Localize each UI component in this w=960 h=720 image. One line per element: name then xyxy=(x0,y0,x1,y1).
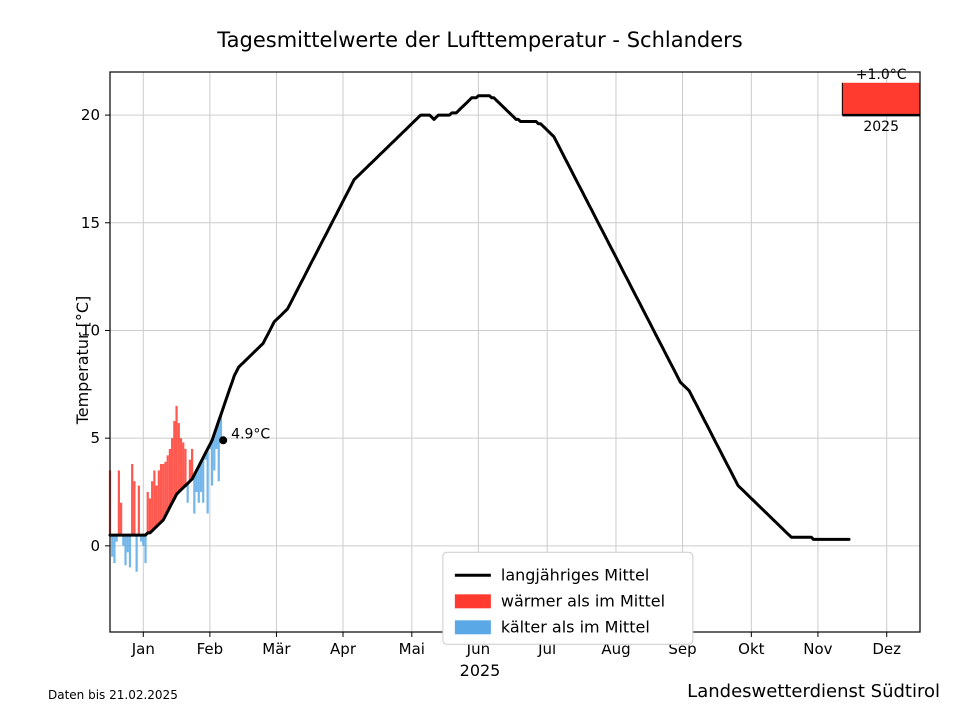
svg-text:20: 20 xyxy=(81,106,100,124)
svg-text:wärmer als im Mittel: wärmer als im Mittel xyxy=(501,591,665,610)
svg-text:15: 15 xyxy=(81,214,100,232)
svg-text:0: 0 xyxy=(90,537,100,555)
svg-text:Okt: Okt xyxy=(738,640,764,658)
svg-text:Mär: Mär xyxy=(262,640,291,658)
svg-text:kälter als im Mittel: kälter als im Mittel xyxy=(501,617,650,636)
chart-title: Tagesmittelwerte der Lufttemperatur - Sc… xyxy=(0,28,960,52)
chart-svg: 4.9°C+1.0°C202505101520JanFebMärAprMaiJu… xyxy=(0,0,960,720)
footer-data-date: Daten bis 21.02.2025 xyxy=(48,688,178,702)
svg-text:Feb: Feb xyxy=(197,640,224,658)
x-axis-label: 2025 xyxy=(0,661,960,680)
svg-text:Jan: Jan xyxy=(131,640,155,658)
svg-text:langjähriges Mittel: langjähriges Mittel xyxy=(501,565,649,584)
svg-text:2025: 2025 xyxy=(863,119,899,135)
svg-text:Dez: Dez xyxy=(872,640,901,658)
svg-text:Nov: Nov xyxy=(803,640,832,658)
footer-source: Landeswetterdienst Südtirol xyxy=(687,681,940,702)
y-axis-label: Temperatur [°C] xyxy=(73,296,92,425)
svg-text:Mai: Mai xyxy=(399,640,425,658)
svg-text:5: 5 xyxy=(90,429,100,447)
svg-text:4.9°C: 4.9°C xyxy=(231,426,270,442)
svg-text:+1.0°C: +1.0°C xyxy=(856,67,907,83)
svg-text:Apr: Apr xyxy=(330,640,357,658)
